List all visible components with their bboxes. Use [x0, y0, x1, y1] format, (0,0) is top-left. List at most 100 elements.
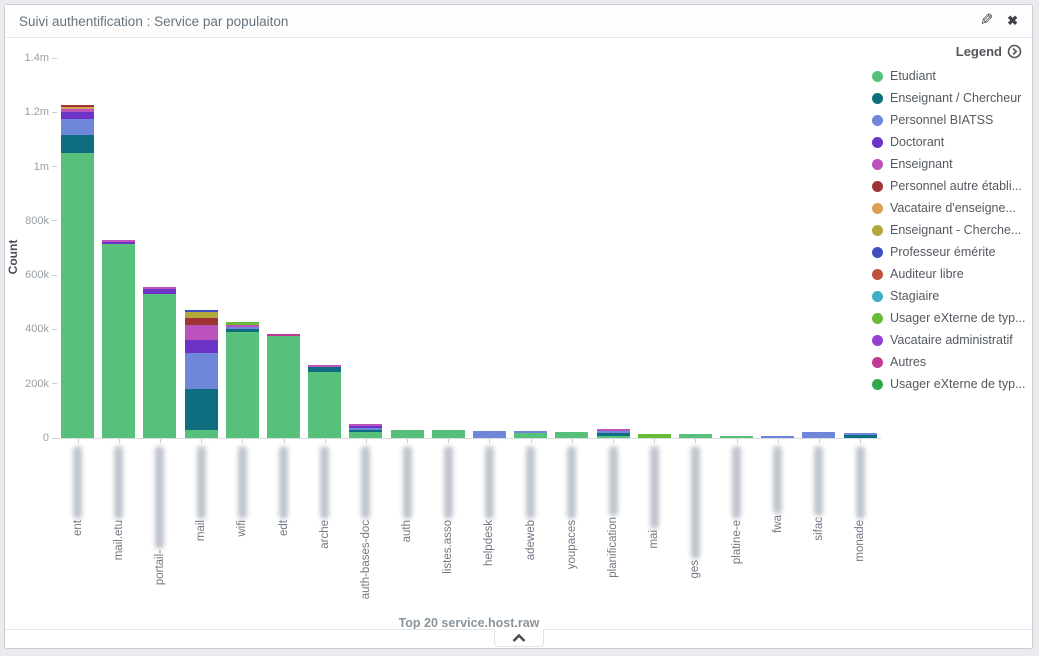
bar-segment[interactable]	[143, 287, 177, 290]
stacked-bar[interactable]	[431, 429, 465, 438]
bar-segment[interactable]	[61, 107, 95, 110]
bar-segment[interactable]	[143, 289, 177, 295]
stacked-bar[interactable]	[678, 434, 712, 438]
bar-segment[interactable]	[102, 243, 136, 438]
bar-segment[interactable]	[678, 434, 712, 438]
x-label-cell: monade	[840, 443, 881, 629]
bar-segment[interactable]	[349, 426, 383, 429]
stacked-bar[interactable]	[102, 239, 136, 438]
legend-item[interactable]: Etudiant	[872, 65, 1022, 87]
stacked-bar[interactable]	[308, 364, 342, 438]
bar-segment[interactable]	[184, 339, 218, 354]
bar-segment[interactable]	[61, 109, 95, 113]
stacked-bar[interactable]	[555, 431, 589, 438]
legend-toggle[interactable]: Legend	[872, 44, 1022, 59]
bar-segment[interactable]	[102, 241, 136, 244]
collapse-button[interactable]	[493, 629, 544, 647]
bar-segment[interactable]	[225, 322, 259, 326]
bar-segment[interactable]	[761, 436, 795, 438]
bar-segment[interactable]	[349, 428, 383, 431]
bar-segment[interactable]	[596, 431, 630, 434]
bar-segment[interactable]	[514, 430, 548, 433]
bar-segment[interactable]	[61, 153, 95, 438]
bar-segment[interactable]	[225, 329, 259, 332]
bar-segment[interactable]	[596, 429, 630, 432]
bar-segment[interactable]	[596, 433, 630, 436]
legend-item[interactable]: Enseignant	[872, 153, 1022, 175]
bar-segment[interactable]	[555, 431, 589, 438]
legend-item[interactable]: Auditeur libre	[872, 263, 1022, 285]
bar-segment[interactable]	[61, 119, 95, 135]
legend-item[interactable]: Enseignant - Cherche...	[872, 219, 1022, 241]
bar-segment[interactable]	[472, 430, 506, 438]
stacked-bar[interactable]	[802, 431, 836, 438]
stacked-bar[interactable]	[514, 430, 548, 438]
bar-segment[interactable]	[61, 134, 95, 153]
edit-icon[interactable]: ✎	[979, 12, 994, 29]
bar-segment[interactable]	[102, 239, 136, 242]
bar-segment[interactable]	[184, 309, 218, 313]
bar-segment[interactable]	[184, 389, 218, 430]
bar-segment[interactable]	[637, 433, 671, 438]
stacked-bar[interactable]	[720, 436, 754, 438]
x-label-text: ent	[71, 520, 84, 536]
bar-segment[interactable]	[596, 436, 630, 438]
blurred-label-suffix	[814, 446, 824, 516]
stacked-bar[interactable]	[143, 287, 177, 438]
stacked-bar[interactable]	[225, 322, 259, 438]
bar-segment[interactable]	[143, 294, 177, 438]
bar-segment[interactable]	[184, 312, 218, 319]
bar-segment[interactable]	[225, 327, 259, 330]
legend-item[interactable]: Usager eXterne de typ...	[872, 307, 1026, 329]
legend-item[interactable]: Personnel BIATSS	[872, 109, 1022, 131]
stacked-bar[interactable]	[761, 436, 795, 438]
bar-segment[interactable]	[802, 431, 836, 438]
legend-item[interactable]: Doctorant	[872, 131, 1022, 153]
stacked-bar[interactable]	[390, 429, 424, 438]
bar-segment[interactable]	[349, 424, 383, 427]
legend-item[interactable]: Enseignant / Chercheur	[872, 87, 1022, 109]
legend-item[interactable]: Stagiaire	[872, 285, 1022, 307]
bar-segment[interactable]	[349, 432, 383, 438]
x-label-text: edt	[277, 520, 290, 536]
bar-segment[interactable]	[61, 112, 95, 120]
legend-item[interactable]: Professeur émérite	[872, 241, 1022, 263]
bar-segment[interactable]	[843, 433, 877, 436]
bar-segment[interactable]	[225, 325, 259, 328]
bar-segment[interactable]	[514, 432, 548, 438]
stacked-bar[interactable]	[184, 309, 218, 438]
stacked-bar[interactable]	[843, 433, 877, 438]
stacked-bar[interactable]	[267, 334, 301, 438]
bar-segment[interactable]	[308, 372, 342, 438]
close-icon[interactable]: ✖	[1007, 13, 1018, 28]
bar-segment[interactable]	[225, 331, 259, 438]
bar-segment[interactable]	[308, 366, 342, 373]
bar-segment[interactable]	[720, 436, 754, 438]
stacked-bar[interactable]	[61, 105, 95, 438]
legend-item[interactable]: Vacataire administratif	[872, 329, 1022, 351]
bar-segment[interactable]	[308, 364, 342, 367]
legend-item[interactable]: Personnel autre établi...	[872, 175, 1022, 197]
bar-segment[interactable]	[267, 336, 301, 438]
stacked-bar[interactable]	[596, 429, 630, 438]
legend-dot-icon	[872, 246, 883, 258]
bar-segment[interactable]	[61, 105, 95, 108]
bar-segment[interactable]	[267, 334, 301, 337]
bar-segment[interactable]	[184, 325, 218, 340]
bar-segment[interactable]	[843, 435, 877, 438]
bar-segment[interactable]	[184, 429, 218, 438]
legend-item[interactable]: Autres	[872, 351, 1022, 373]
legend-item[interactable]: Usager eXterne de typ...	[872, 373, 1026, 395]
bar-segment[interactable]	[184, 353, 218, 390]
bar-segment[interactable]	[184, 318, 218, 326]
x-axis-title: Top 20 service.host.raw	[398, 616, 540, 630]
x-label-text: portail-	[153, 550, 166, 586]
stacked-bar[interactable]	[637, 433, 671, 438]
bar-segment[interactable]	[431, 429, 465, 438]
stacked-bar[interactable]	[472, 430, 506, 438]
legend-item[interactable]: Vacataire d'enseigne...	[872, 197, 1022, 219]
stacked-bar[interactable]	[349, 424, 383, 438]
bar-segment[interactable]	[390, 429, 424, 438]
bar-segment[interactable]	[349, 430, 383, 433]
x-tick-mark	[365, 439, 367, 443]
